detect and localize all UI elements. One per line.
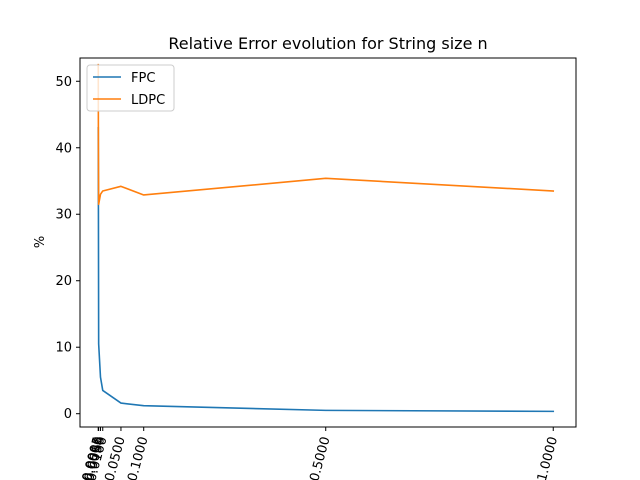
y-tick-label: 30 xyxy=(55,208,72,223)
y-tick-label: 50 xyxy=(55,75,72,90)
series-line-ldpc xyxy=(97,63,555,206)
legend: FPC LDPC xyxy=(86,64,175,112)
chart-title: Relative Error evolution for String size… xyxy=(168,34,487,53)
y-tick-label: 10 xyxy=(55,341,72,356)
y-tick-label: 20 xyxy=(55,274,72,289)
legend-label-ldpc: LDPC xyxy=(131,93,165,108)
legend-label-fpc: FPC xyxy=(131,71,155,86)
y-tick-label: 40 xyxy=(55,141,72,156)
y-axis-label: % xyxy=(33,236,48,248)
plot-area xyxy=(97,63,555,413)
y-tick-label: 0 xyxy=(64,407,72,422)
series-line-fpc xyxy=(97,127,555,413)
axes-frame xyxy=(79,57,577,428)
